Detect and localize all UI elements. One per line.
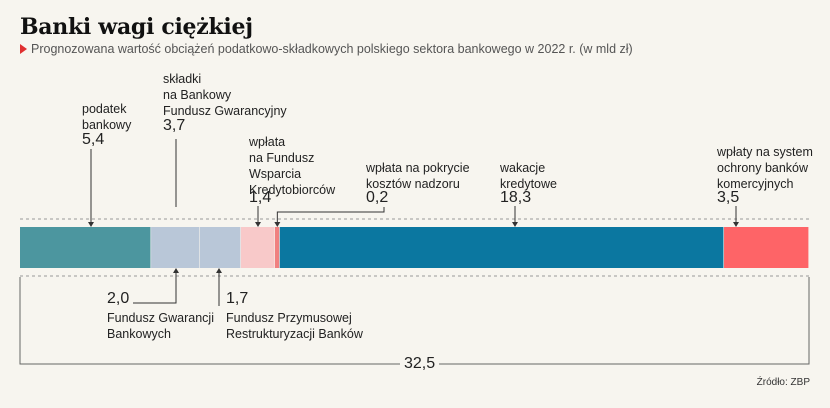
label-line: na Bankowy — [163, 88, 232, 102]
value-bfg2: 1,7 — [226, 290, 249, 307]
pointer-ochrona-head — [733, 222, 739, 227]
chart-title: Banki wagi ciężkiej — [20, 14, 253, 40]
bar-segment-podatek — [20, 227, 151, 268]
bar-segment-bfg2 — [199, 227, 241, 268]
value-fwk: 1,4 — [249, 189, 272, 206]
label-line: bankowy — [82, 118, 132, 132]
bar-segment-bfg1 — [151, 227, 200, 268]
value-knf: 0,2 — [366, 189, 389, 206]
value-ochrona: 3,5 — [717, 189, 740, 206]
label-line: składki — [163, 72, 202, 86]
label-bfg1: Fundusz Gwarancji Bankowych — [107, 310, 214, 342]
bar-segment-ochrona — [724, 227, 809, 268]
bar-segment-wakacje — [279, 227, 724, 268]
label-podatek: podatek bankowy — [82, 101, 131, 133]
pointer-fwk-head — [255, 222, 261, 227]
bar-segment-fwk — [240, 227, 275, 268]
label-line: Restrukturyzacji Banków — [226, 327, 363, 341]
label-line: Bankowych — [107, 327, 171, 341]
value-bfg1: 2,0 — [107, 290, 130, 307]
label-line: Kredytobiorców — [249, 183, 336, 197]
label-line: ochrony banków — [717, 161, 809, 175]
chart-subtitle: Prognozowana wartość obciążeń podatkowo-… — [20, 42, 633, 56]
subtitle-text: Prognozowana wartość obciążeń podatkowo-… — [31, 42, 633, 56]
value-wakacje: 18,3 — [500, 189, 532, 206]
label-bfg2: Fundusz Przymusowej Restrukturyzacji Ban… — [226, 310, 363, 342]
bar-segment-knf — [274, 227, 280, 268]
label-line: Fundusz Przymusowej — [226, 311, 352, 325]
pointer-knf-line — [276, 207, 385, 222]
pointer-bfg2-head — [216, 268, 222, 273]
label-line: komercyjnych — [717, 177, 794, 191]
label-line: podatek — [82, 102, 127, 116]
label-knf: wpłata na pokrycie kosztów nadzoru — [366, 160, 470, 192]
label-line: kosztów nadzoru — [366, 177, 460, 191]
pointer-podatek-head — [88, 222, 94, 227]
label-bfg-group: składki na Bankowy Fundusz Gwarancyjny — [163, 71, 287, 119]
total-value: 32,5 — [400, 355, 440, 373]
label-line: wpłaty na system — [717, 145, 813, 159]
pointer-bfg1-line — [133, 273, 177, 304]
label-line: kredytowe — [500, 177, 557, 191]
value-podatek: 5,4 — [82, 131, 105, 148]
label-line: wakacje — [500, 161, 546, 175]
source-note: Źródło: ZBP — [756, 377, 810, 388]
label-line: wpłata na pokrycie — [366, 161, 470, 175]
label-line: Fundusz Gwarancji — [107, 311, 214, 325]
label-line: Wsparcia — [249, 167, 302, 181]
value-bfg-group: 3,7 — [163, 117, 186, 134]
label-fwk: wpłata na Fundusz Wsparcia Kredytobiorcó… — [249, 134, 335, 198]
pointer-wakacje-head — [512, 222, 518, 227]
pointer-bfg1-head — [173, 268, 179, 273]
triangle-bullet-icon — [20, 44, 27, 54]
label-line: na Fundusz — [249, 151, 315, 165]
label-wakacje: wakacje kredytowe — [500, 160, 557, 192]
label-ochrona: wpłaty na system ochrony banków komercyj… — [717, 144, 813, 192]
label-line: Fundusz Gwarancyjny — [163, 104, 287, 118]
label-line: wpłata — [249, 135, 286, 149]
pointer-knf-head — [274, 222, 281, 227]
